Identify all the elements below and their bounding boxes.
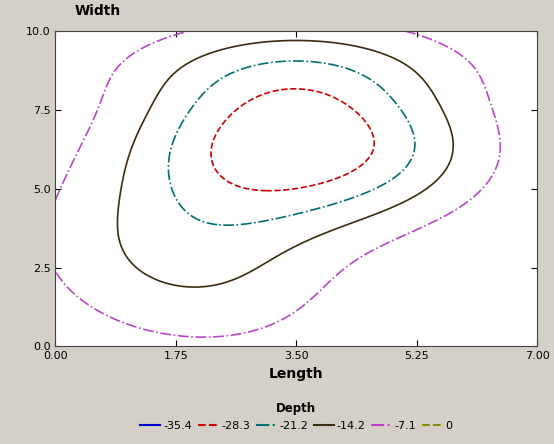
Legend: -35.4, -28.3, -21.2, -14.2, -7.1, 0: -35.4, -28.3, -21.2, -14.2, -7.1, 0 [136,398,457,435]
Y-axis label: Width: Width [75,4,121,19]
X-axis label: Length: Length [269,367,324,381]
